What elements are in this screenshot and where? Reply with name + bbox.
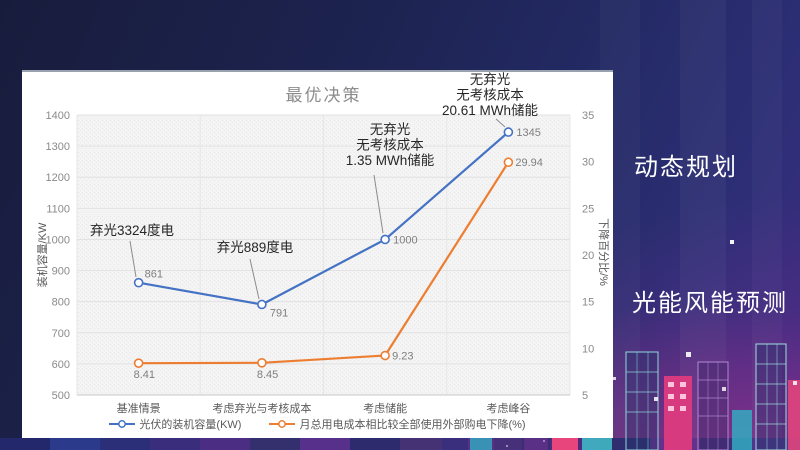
star-dot (730, 240, 734, 244)
annotation-text: 无弃光无考核成本 20.61 MWh储能 (442, 72, 538, 118)
star-dot (613, 377, 616, 380)
data-label: 791 (270, 307, 288, 319)
side-label-energy-forecast: 光能风能预测 (632, 290, 788, 317)
annotation-leader-line (249, 258, 260, 300)
data-label: 8.45 (257, 369, 278, 381)
star-dot (654, 397, 658, 401)
data-point (380, 350, 390, 361)
mosaic-block (100, 438, 150, 450)
left-tick-label: 700 (52, 328, 70, 340)
annotation-leader-line (129, 240, 137, 278)
data-label: 1345 (516, 127, 540, 139)
chart-title: 最优决策 (285, 86, 362, 105)
right-tick-label: 35 (582, 110, 594, 122)
category-label: 考虑储能 (363, 401, 407, 415)
star-dot (722, 387, 726, 391)
series-line (138, 161, 510, 365)
legend-marker-icon (109, 420, 136, 428)
right-tick-label: 10 (582, 343, 594, 355)
mosaic-block (350, 438, 400, 450)
mosaic-block (250, 438, 300, 450)
mosaic-block (400, 438, 450, 450)
left-tick-label: 800 (52, 297, 70, 309)
mosaic-block (50, 438, 100, 450)
chart-legend: 光伏的装机容量(KW) 月总用电成本相比较全部使用外部购电下降(%) (22, 416, 613, 432)
left-tick-label: 900 (52, 266, 70, 278)
category-label: 考虑弃光与考核成本 (212, 401, 311, 415)
legend-item: 光伏的装机容量(KW) (109, 416, 241, 432)
data-point (257, 357, 267, 368)
data-point (503, 157, 514, 168)
left-tick-label: 1400 (46, 110, 70, 122)
left-tick-label: 1100 (46, 203, 70, 215)
data-label: 8.41 (134, 369, 155, 381)
left-tick-label: 500 (52, 390, 70, 402)
mosaic-block (150, 438, 200, 450)
right-tick-label: 20 (582, 250, 594, 262)
data-label: 1000 (393, 234, 417, 246)
chart-panel: 最优决策 装机容量/KW 下降百分比/% 500 600 700 800 900 1000… (22, 70, 613, 438)
right-tick-label: 30 (582, 157, 594, 169)
legend-item: 月总用电成本相比较全部使用外部购电下降(%) (269, 416, 526, 432)
series-line (138, 131, 510, 306)
legend-label: 月总用电成本相比较全部使用外部购电下降(%) (299, 419, 526, 431)
optimal-decision-line-chart: 500 600 700 800 900 1000 1100 1200 1300 1400 5 10 15… (46, 72, 595, 415)
legend-label: 光伏的装机容量(KW) (139, 419, 242, 431)
annotation-text: 无弃光无考核成本 1.35 MWh储能 (346, 122, 435, 168)
star-dot (686, 352, 691, 357)
data-point (503, 127, 514, 137)
annotation-text: 弃光3324度电 (90, 223, 174, 238)
left-tick-label: 600 (52, 359, 70, 371)
left-tick-label: 1300 (46, 141, 70, 153)
legend-marker-icon (269, 420, 296, 428)
data-point (380, 234, 390, 245)
side-label-dynamic-programming: 动态规划 (634, 154, 738, 181)
left-tick-label: 1000 (46, 234, 70, 246)
category-label: 考虑峰谷 (486, 402, 530, 415)
right-tick-label: 15 (582, 297, 594, 309)
right-tick-label: 25 (582, 203, 594, 215)
mosaic-block (0, 438, 50, 450)
data-label: 9.23 (392, 351, 413, 363)
star-dot (793, 381, 797, 385)
star-dot (506, 445, 508, 447)
mosaic-block (200, 438, 250, 450)
annotation-text: 弃光889度电 (217, 240, 294, 255)
annotation-leader-line (495, 118, 506, 128)
mosaic-block (750, 438, 800, 450)
mosaic-block (300, 438, 350, 450)
annotation-leader-line (373, 174, 384, 234)
data-label: 861 (145, 269, 163, 281)
data-point (257, 299, 267, 310)
data-label: 29.94 (515, 157, 543, 169)
star-dot (543, 440, 545, 442)
right-tick-label: 5 (582, 390, 588, 402)
data-point (133, 358, 144, 368)
left-tick-label: 1200 (46, 172, 70, 184)
data-point (133, 277, 144, 288)
category-label: 基准情景 (117, 402, 161, 415)
